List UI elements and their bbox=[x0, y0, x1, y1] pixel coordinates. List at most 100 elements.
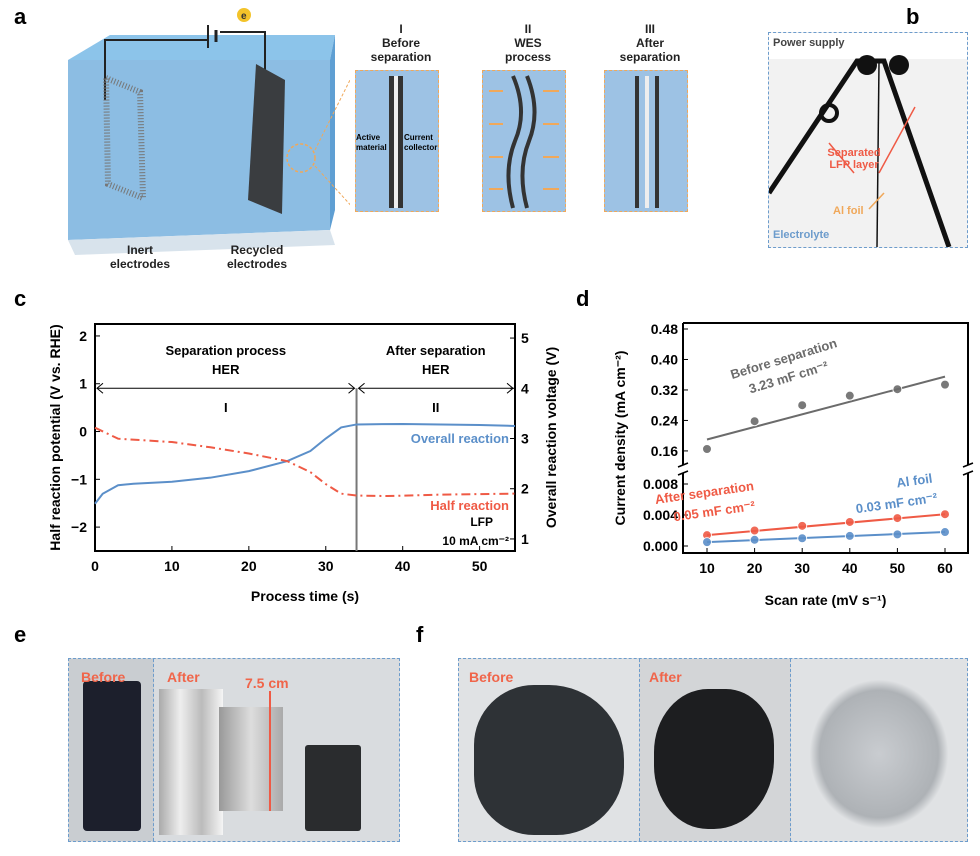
y-axis-label: Half reaction potential (V vs. RHE) bbox=[47, 324, 63, 550]
y2-tick-label: 1 bbox=[521, 531, 529, 547]
stage-number: I bbox=[399, 22, 403, 36]
separation-photo: Power supply Separated LFP layer Al foil… bbox=[766, 32, 968, 248]
data-point bbox=[702, 444, 712, 455]
before-label: Before bbox=[469, 669, 514, 685]
annotation-lfp: LFP bbox=[470, 515, 493, 529]
stage-title: Before separation bbox=[370, 36, 432, 64]
series-value-label: 0.03 mF cm⁻² bbox=[855, 490, 939, 516]
al-foil-label: Al foil bbox=[833, 205, 864, 217]
stage-title: WES process bbox=[504, 36, 552, 64]
photo-f: Before After bbox=[458, 658, 968, 842]
panel-label-b: b bbox=[906, 4, 920, 29]
y-tick-label: 1 bbox=[79, 376, 87, 392]
x-tick-label: 50 bbox=[472, 558, 488, 574]
region-title: Separation process bbox=[165, 343, 286, 358]
y2-axis-label: Overall reaction voltage (V) bbox=[543, 347, 559, 528]
y-tick-label: 0 bbox=[79, 424, 87, 440]
inert-electrodes-label: Inert electrodes bbox=[110, 243, 171, 271]
x-tick-label: 20 bbox=[747, 560, 763, 576]
data-point bbox=[749, 525, 760, 536]
data-point bbox=[702, 537, 712, 548]
x-tick-label: 30 bbox=[794, 560, 810, 576]
data-point bbox=[797, 520, 808, 531]
arrowhead bbox=[96, 382, 356, 394]
y2-tick-label: 5 bbox=[521, 330, 529, 346]
data-point bbox=[797, 533, 808, 544]
region-number: I bbox=[224, 400, 228, 415]
data-point bbox=[749, 534, 760, 545]
panel-label-c: c bbox=[14, 286, 27, 311]
series-line bbox=[94, 426, 516, 498]
fit-line bbox=[706, 531, 946, 544]
y-tick-label: 0.008 bbox=[643, 476, 678, 492]
y-tick-label: −2 bbox=[71, 519, 87, 535]
panel-label-f: f bbox=[416, 622, 424, 647]
y-tick-label: 0.32 bbox=[651, 382, 678, 398]
y2-tick-label: 4 bbox=[521, 380, 529, 396]
x-tick-label: 30 bbox=[318, 558, 334, 574]
fit-line bbox=[706, 513, 946, 537]
plot-frame bbox=[682, 322, 969, 554]
after-label: After bbox=[167, 669, 200, 685]
x-tick-label: 10 bbox=[699, 560, 715, 576]
electrolyte-label: Electrolyte bbox=[773, 229, 830, 241]
plot-frame bbox=[94, 323, 516, 552]
legend-half-reaction: Half reaction bbox=[430, 498, 509, 513]
after-label: After bbox=[649, 669, 682, 685]
current-collector-label: Current collector bbox=[404, 133, 438, 153]
chart-c: 0 10 20 30 40 50 −2 −1 0 1 2 1 2 3 4 5 Process time (s) H… bbox=[47, 323, 559, 604]
inset-after-separation bbox=[604, 70, 688, 212]
y2-tick-label: 3 bbox=[521, 431, 529, 447]
y-tick-label: 0.48 bbox=[651, 321, 678, 337]
data-point bbox=[940, 509, 950, 520]
before-label: Before bbox=[81, 669, 126, 685]
panel-label-d: d bbox=[576, 286, 590, 311]
y-tick-label: 0.24 bbox=[651, 412, 678, 428]
separated-lfp-label: Separated LFP layer bbox=[827, 147, 881, 171]
region-title: After separation bbox=[386, 343, 486, 358]
region-subtitle: HER bbox=[212, 362, 240, 377]
axis-break-mark bbox=[677, 462, 689, 476]
data-point bbox=[844, 390, 855, 401]
y-axis-label: Current density (mA cm⁻²) bbox=[612, 351, 628, 526]
data-point bbox=[892, 529, 903, 540]
electrolysis-tank-illustration: e bbox=[68, 8, 350, 255]
stage-number: III bbox=[644, 22, 655, 36]
length-label: 7.5 cm bbox=[245, 675, 289, 691]
panel-label-e: e bbox=[14, 622, 27, 647]
y-tick-label: 0.004 bbox=[643, 507, 678, 523]
arrowhead bbox=[357, 382, 514, 394]
y-tick-label: 0.000 bbox=[643, 538, 678, 554]
y-tick-label: −1 bbox=[71, 471, 87, 487]
data-point bbox=[892, 384, 903, 395]
y2-tick-label: 2 bbox=[521, 481, 529, 497]
y-tick-label: 0.40 bbox=[651, 351, 678, 367]
x-tick-label: 50 bbox=[890, 560, 906, 576]
data-point bbox=[940, 379, 950, 390]
y-tick-label: 2 bbox=[79, 328, 87, 344]
x-tick-label: 0 bbox=[91, 558, 99, 574]
data-point bbox=[749, 416, 760, 427]
inset-before-separation: Active material Current collector bbox=[355, 70, 439, 212]
data-point bbox=[844, 516, 855, 527]
active-material-label: Active material bbox=[356, 133, 387, 153]
stage-title: After separation bbox=[619, 36, 681, 64]
region-subtitle: HER bbox=[422, 362, 450, 377]
electron-label: e bbox=[241, 11, 247, 22]
data-point bbox=[892, 513, 903, 524]
data-point bbox=[940, 527, 950, 538]
data-point bbox=[844, 530, 855, 541]
x-tick-label: 10 bbox=[164, 558, 180, 574]
chart-d: 10 20 30 40 50 60 0.16 0.24 0.32 0.40 0.48 0.000 0.0… bbox=[612, 321, 974, 608]
recycled-electrodes-label: Recycled electrodes bbox=[226, 243, 288, 271]
legend-overall-reaction: Overall reaction bbox=[411, 431, 509, 446]
x-axis-label: Scan rate (mV s⁻¹) bbox=[765, 592, 887, 608]
panel-label-a: a bbox=[14, 4, 27, 29]
x-tick-label: 60 bbox=[937, 560, 953, 576]
annotation-current: 10 mA cm⁻² bbox=[442, 534, 509, 548]
x-axis-label: Process time (s) bbox=[251, 588, 359, 604]
stage-number: II bbox=[524, 22, 532, 36]
inset-wes-process bbox=[482, 70, 566, 212]
x-tick-label: 40 bbox=[395, 558, 411, 574]
